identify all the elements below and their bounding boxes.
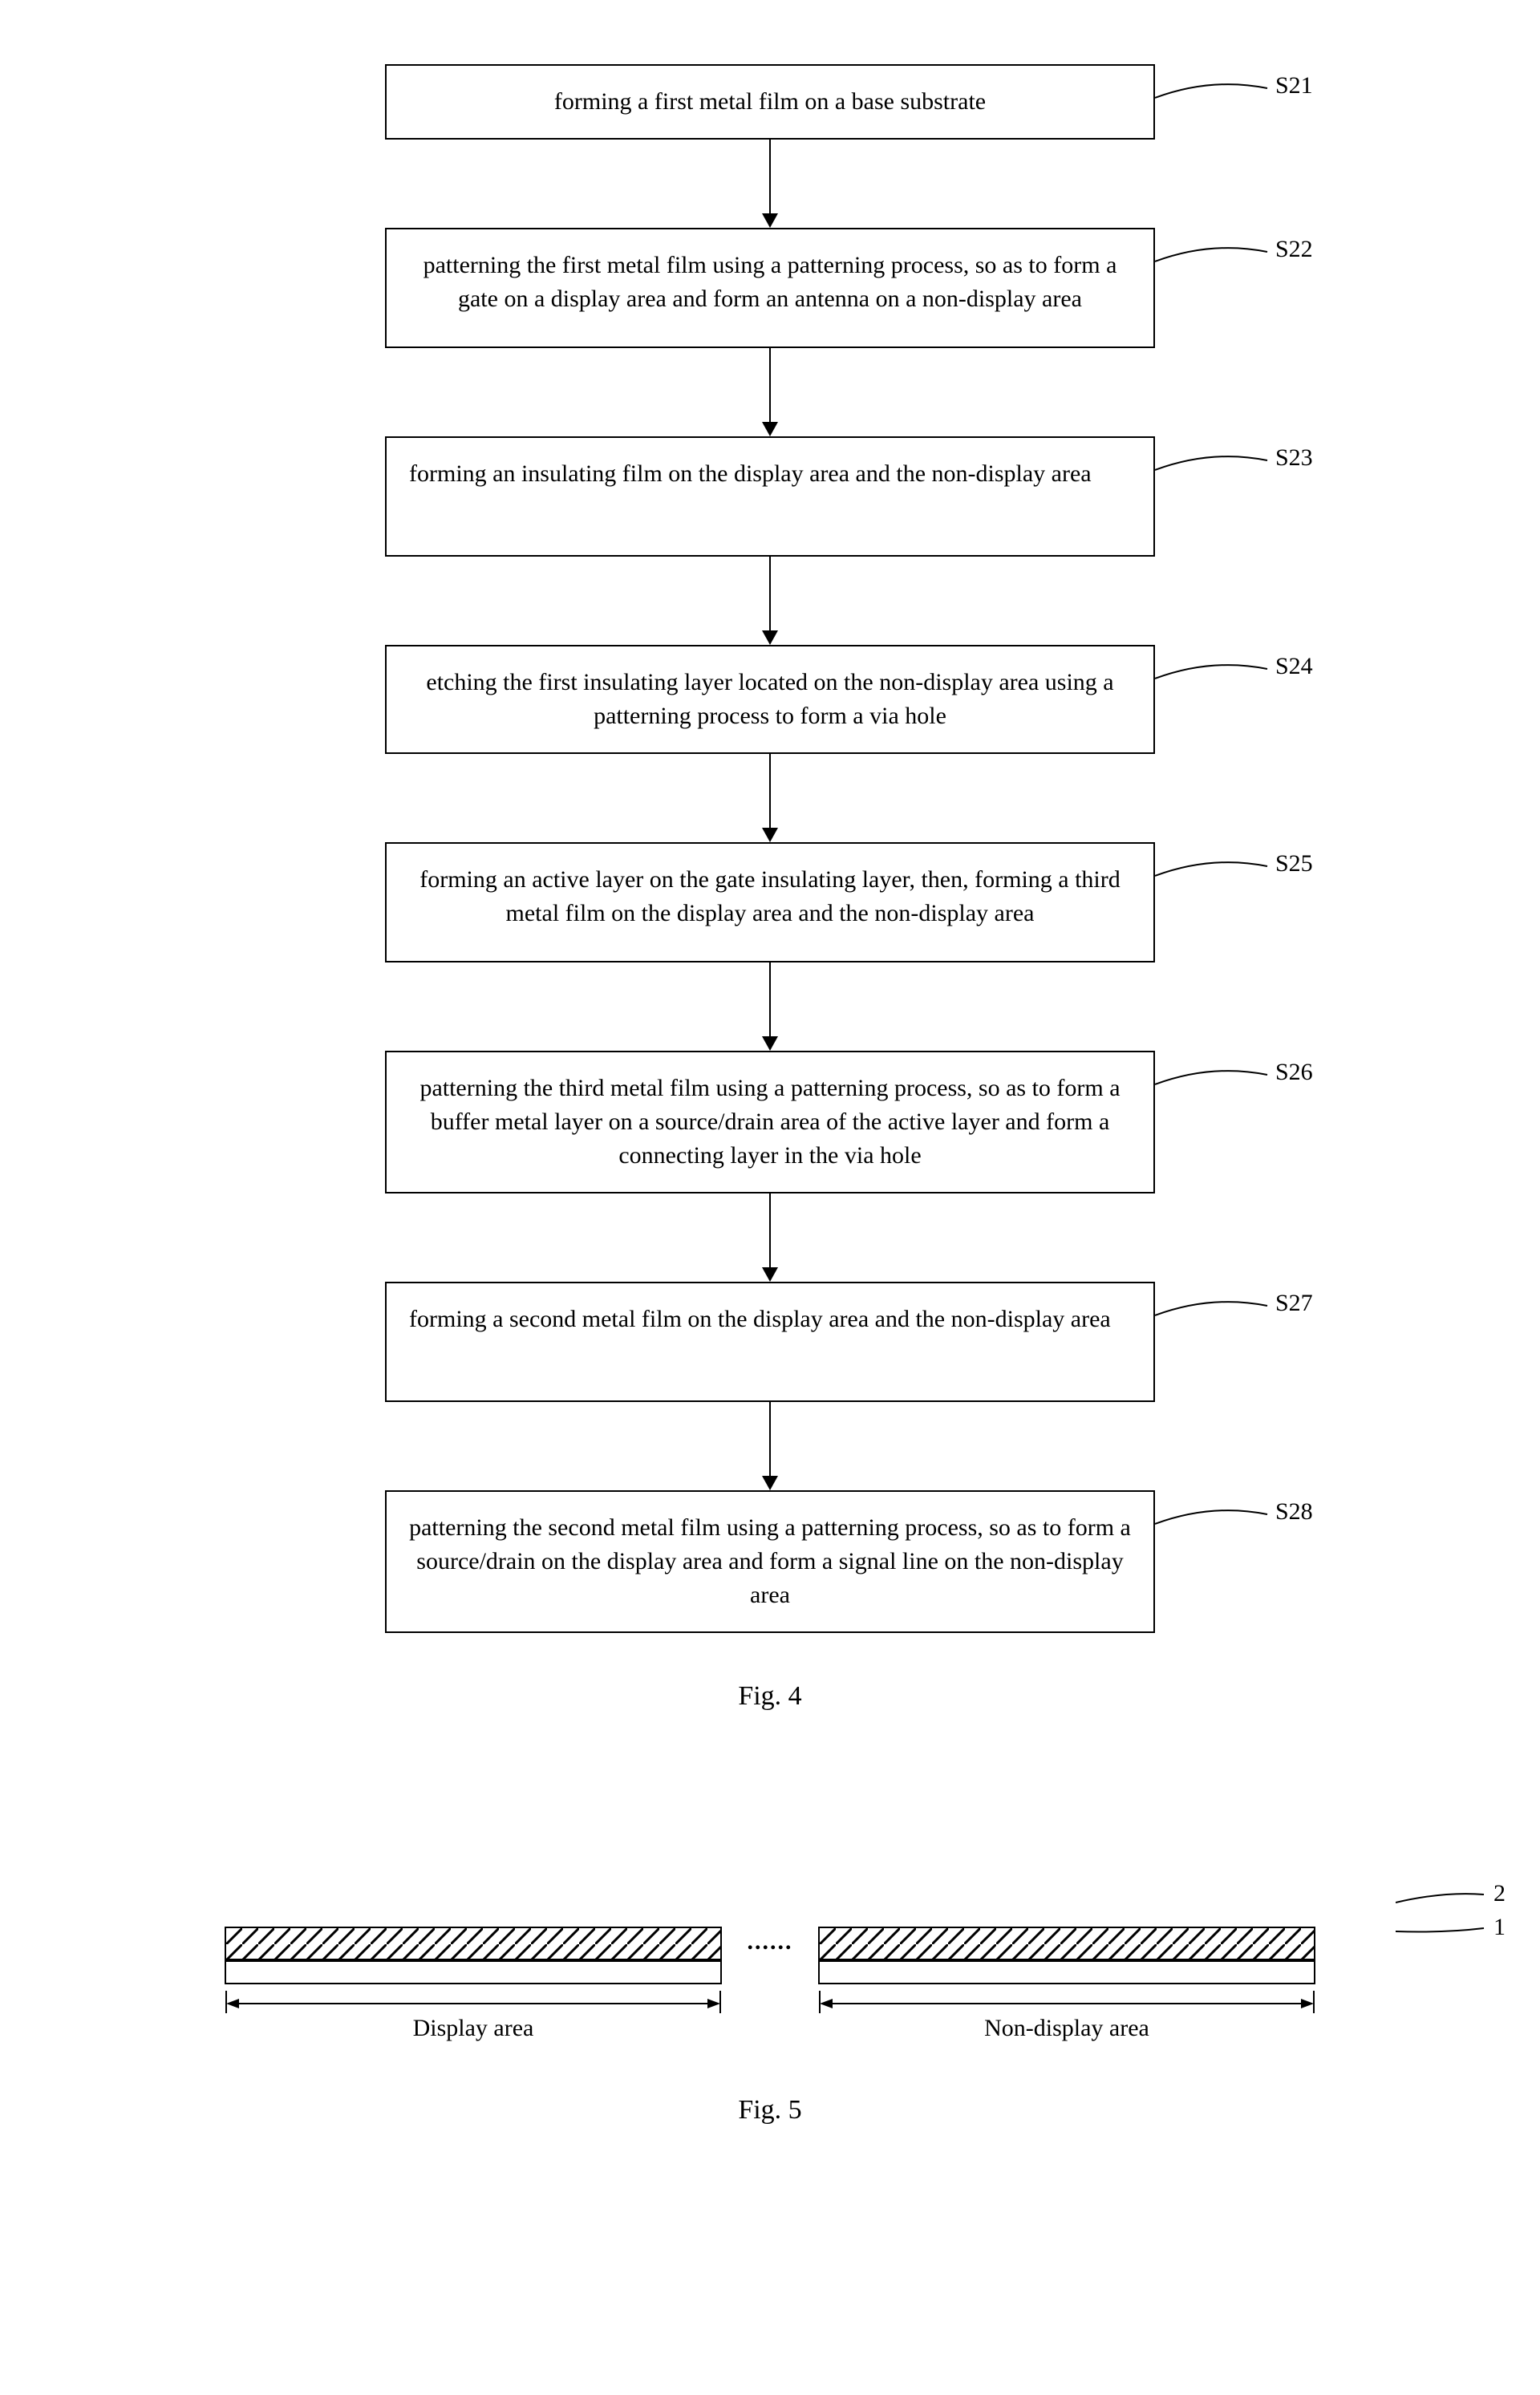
fig5-label-1: 1 xyxy=(1493,1914,1506,1940)
hatch-pattern xyxy=(820,1928,1314,1959)
step-id-label: S22 xyxy=(1275,236,1313,263)
fig5-caption: Fig. 5 xyxy=(738,2095,801,2126)
arrow-head-icon xyxy=(762,1036,778,1051)
flow-step-box: etching the first insulating layer locat… xyxy=(385,645,1155,754)
fig5-dimension-row: Display area Non-display area xyxy=(144,1991,1396,2047)
arrow-head-icon xyxy=(762,828,778,842)
fig4-caption: Fig. 4 xyxy=(738,1681,801,1712)
page: forming a first metal film on a base sub… xyxy=(0,0,1540,2222)
arrow-head-icon xyxy=(762,213,778,228)
flow-step-box: forming a first metal film on a base sub… xyxy=(385,64,1155,140)
arrow-head-icon xyxy=(762,1476,778,1490)
arrow-shaft xyxy=(769,754,771,828)
flow-step-row: etching the first insulating layer locat… xyxy=(0,645,1540,754)
flow-step-row: forming a first metal film on a base sub… xyxy=(0,64,1540,140)
fig5-layer1-left xyxy=(225,1960,722,1984)
fig5-right-stack xyxy=(818,1927,1315,1984)
arrow-shaft xyxy=(769,140,771,213)
fig4-flowchart: forming a first metal film on a base sub… xyxy=(0,64,1540,1633)
arrow-shaft xyxy=(769,1193,771,1267)
flow-arrow-down xyxy=(762,754,778,842)
step-id-label: S26 xyxy=(1275,1059,1313,1086)
flow-arrow-down xyxy=(762,1402,778,1490)
flow-step-row: forming a second metal film on the displ… xyxy=(0,1282,1540,1402)
arrow-shaft xyxy=(769,557,771,630)
fig5-dim-right: Non-display area xyxy=(818,1991,1315,2047)
fig5-label-2: 2 xyxy=(1493,1883,1506,1907)
arrow-shaft xyxy=(769,962,771,1036)
fig5-layer2-right xyxy=(818,1927,1315,1960)
fig5-region-left-label: Display area xyxy=(225,2015,722,2042)
flow-arrow-down xyxy=(762,1193,778,1282)
step-id-label: S25 xyxy=(1275,850,1313,877)
flow-step-box: patterning the first metal film using a … xyxy=(385,228,1155,348)
fig5-dim-left: Display area xyxy=(225,1991,722,2047)
step-id-label: S23 xyxy=(1275,444,1313,472)
flow-step-row: patterning the second metal film using a… xyxy=(0,1490,1540,1633)
fig5-region-right-label: Non-display area xyxy=(818,2015,1315,2042)
fig5-gap-ellipsis: ...... xyxy=(722,1928,818,1984)
fig5-layer1-right xyxy=(818,1960,1315,1984)
flow-arrow-down xyxy=(762,962,778,1051)
fig5-dim-gap xyxy=(722,1991,818,2047)
fig5-leader-lines: 2 1 xyxy=(1396,1883,1532,1980)
fig5-layer2-left xyxy=(225,1927,722,1960)
step-id-label: S24 xyxy=(1275,653,1313,680)
flow-step-row: patterning the third metal film using a … xyxy=(0,1051,1540,1193)
arrow-head-icon xyxy=(762,630,778,645)
arrow-shaft xyxy=(769,348,771,422)
fig5-stage: ...... xyxy=(144,1888,1396,1984)
hatch-pattern xyxy=(226,1928,720,1959)
step-id-label: S21 xyxy=(1275,72,1313,99)
flow-step-box: forming a second metal film on the displ… xyxy=(385,1282,1155,1402)
arrow-head-icon xyxy=(762,1267,778,1282)
fig5-left-stack xyxy=(225,1927,722,1984)
flow-arrow-down xyxy=(762,140,778,228)
fig5-diagram: ...... xyxy=(144,1888,1396,2047)
flow-step-box: forming an active layer on the gate insu… xyxy=(385,842,1155,962)
flow-step-row: patterning the first metal film using a … xyxy=(0,228,1540,348)
step-id-label: S27 xyxy=(1275,1290,1313,1317)
flow-arrow-down xyxy=(762,348,778,436)
step-id-label: S28 xyxy=(1275,1498,1313,1526)
fig5-layer-labels: 2 1 xyxy=(1396,1883,1532,1980)
flow-step-box: patterning the third metal film using a … xyxy=(385,1051,1155,1193)
flow-step-box: patterning the second metal film using a… xyxy=(385,1490,1155,1633)
flow-step-box: forming an insulating film on the displa… xyxy=(385,436,1155,557)
flow-arrow-down xyxy=(762,557,778,645)
arrow-shaft xyxy=(769,1402,771,1476)
flow-step-row: forming an insulating film on the displa… xyxy=(0,436,1540,557)
arrow-head-icon xyxy=(762,422,778,436)
flow-step-row: forming an active layer on the gate insu… xyxy=(0,842,1540,962)
